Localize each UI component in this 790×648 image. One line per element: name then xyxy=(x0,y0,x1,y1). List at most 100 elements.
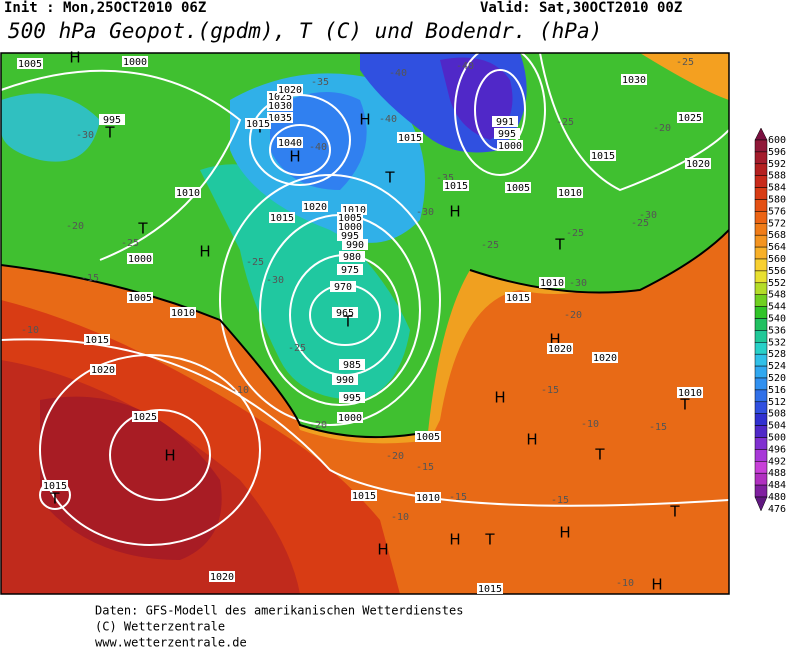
isobar-label: 1010 xyxy=(176,188,200,199)
label-box xyxy=(539,277,565,288)
colorbar-label: 572 xyxy=(768,218,786,229)
isobar-label: 995 xyxy=(343,393,361,404)
isobar-label: 1005 xyxy=(128,293,152,304)
isobar-label: 1000 xyxy=(123,57,147,68)
colorbar-label: 548 xyxy=(768,290,786,301)
colorbar-cell xyxy=(754,270,768,284)
colorbar-label: 516 xyxy=(768,385,786,396)
temperature-label: -30 xyxy=(76,130,94,141)
label-box xyxy=(677,387,703,398)
colorbar-cell xyxy=(754,139,768,153)
colorbar-label: 476 xyxy=(768,504,786,515)
colorbar-label: 512 xyxy=(768,397,786,408)
footer-line: (C) Wetterzentrale xyxy=(95,620,225,634)
label-box xyxy=(42,480,68,491)
colorbar-cell xyxy=(754,472,768,486)
high-marker: H xyxy=(449,531,460,549)
isobar-label: 995 xyxy=(498,129,516,140)
colorbar-label: 492 xyxy=(768,456,786,467)
label-box xyxy=(492,116,518,127)
colorbar-cell xyxy=(754,413,768,426)
colorbar-cell xyxy=(754,389,768,403)
temperature-label: -40 xyxy=(389,68,407,79)
isobar-label: 1000 xyxy=(128,254,152,265)
colorbar-label: 544 xyxy=(768,302,786,313)
colorbar-cell xyxy=(754,294,768,307)
isobar-label: 1005 xyxy=(338,213,362,224)
label-box xyxy=(99,114,125,125)
temperature-label: -30 xyxy=(569,278,587,289)
map-title: 500 hPa Geopot.(gpdm), T (C) und Bodendr… xyxy=(8,19,602,43)
colorbar-label: 536 xyxy=(768,325,786,336)
high-marker: H xyxy=(559,524,570,542)
temperature-label: -40 xyxy=(379,114,397,125)
temperature-label: -25 xyxy=(631,218,649,229)
colorbar-label: 528 xyxy=(768,349,786,360)
label-box xyxy=(592,352,618,363)
colorbar-cell xyxy=(754,163,768,176)
label-box xyxy=(337,412,363,423)
temperature-label: -20 xyxy=(66,221,84,232)
isobar-label: 970 xyxy=(334,282,352,293)
low-marker: T xyxy=(554,236,565,254)
colorbar-label: 488 xyxy=(768,468,786,479)
label-box xyxy=(122,56,148,67)
temperature-label: -10 xyxy=(581,419,599,430)
colorbar-cell xyxy=(754,127,768,141)
label-box xyxy=(505,292,531,303)
temperature-label: -15 xyxy=(551,495,569,506)
temperature-label: -30 xyxy=(416,207,434,218)
colorbar-label: 560 xyxy=(768,254,786,265)
label-box xyxy=(170,307,196,318)
temperature-label: -25 xyxy=(566,228,584,239)
label-box xyxy=(267,100,293,111)
label-box xyxy=(397,132,423,143)
colorbar-cell xyxy=(754,223,768,236)
isobar-label: 1025 xyxy=(678,113,702,124)
low-marker: T xyxy=(484,531,495,549)
colorbar-cell xyxy=(754,365,768,379)
temperature-label: -25 xyxy=(556,117,574,128)
isobar-label: 1000 xyxy=(338,222,362,233)
label-box xyxy=(269,212,295,223)
high-marker: H xyxy=(289,148,300,166)
isobar-label: 1015 xyxy=(246,119,270,130)
label-box xyxy=(245,118,271,129)
isobar-label: 1015 xyxy=(444,181,468,192)
label-box xyxy=(339,359,365,370)
temperature-label: -20 xyxy=(386,451,404,462)
temperature-label: -10 xyxy=(616,578,634,589)
temperature-label: -15 xyxy=(649,422,667,433)
temperature-label: -30 xyxy=(266,275,284,286)
isobar-label: 1015 xyxy=(85,335,109,346)
colorbar-cell xyxy=(754,282,768,295)
temperature-label: -30 xyxy=(639,210,657,221)
colorbar-label: 480 xyxy=(768,492,786,503)
high-marker: H xyxy=(164,447,175,465)
label-box xyxy=(621,74,647,85)
label-box xyxy=(505,182,531,193)
footer: Daten: GFS-Modell des amerikanischen Wet… xyxy=(95,604,463,648)
colorbar-cell xyxy=(754,401,768,414)
label-box xyxy=(339,251,365,262)
high-marker: H xyxy=(449,203,460,221)
label-box xyxy=(90,364,116,375)
label-box xyxy=(494,128,520,139)
label-box xyxy=(677,112,703,123)
colorbar-cell xyxy=(754,306,768,319)
label-box xyxy=(337,264,363,275)
label-box xyxy=(337,221,363,232)
label-box xyxy=(351,490,377,501)
low-marker: T xyxy=(342,313,353,331)
isobar-label: 1020 xyxy=(686,159,710,170)
temperature-label: -35 xyxy=(436,173,454,184)
colorbar-label: 500 xyxy=(768,433,786,444)
isobar-label: 1000 xyxy=(338,413,362,424)
isobar-label: 1020 xyxy=(91,365,115,376)
high-marker: H xyxy=(377,541,388,559)
low-marker: T xyxy=(384,169,395,187)
isobar-label: 1015 xyxy=(591,151,615,162)
colorbar-label: 524 xyxy=(768,361,786,372)
label-box xyxy=(277,137,303,148)
